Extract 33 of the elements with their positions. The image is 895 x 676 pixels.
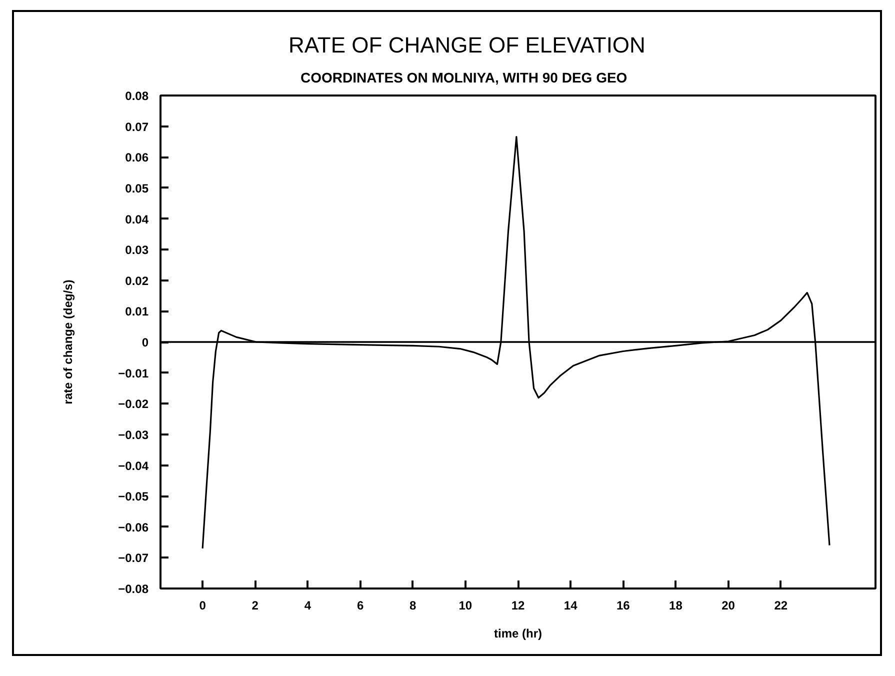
x-tick-label: 8 — [410, 598, 417, 612]
y-tick-label: −0.07 — [118, 551, 149, 566]
y-tick-label: 0.01 — [125, 304, 149, 319]
x-tick-label: 6 — [356, 598, 364, 612]
x-tick-label: 22 — [774, 598, 788, 612]
y-tick-label: −0.01 — [118, 366, 149, 380]
y-tick-label: 0.07 — [125, 120, 149, 134]
chart-subtitle: COORDINATES ON MOLNIYA, WITH 90 DEG GEO — [300, 70, 628, 86]
y-tick-label: −0.05 — [118, 490, 149, 504]
x-tick-label: 0 — [199, 598, 206, 612]
x-tick-label: 16 — [616, 598, 630, 612]
y-tick-label: −0.02 — [118, 397, 149, 412]
y-tick-label: −0.04 — [118, 458, 149, 473]
chart-title: RATE OF CHANGE OF ELEVATION — [288, 32, 646, 58]
y-tick-label: −0.03 — [118, 428, 149, 442]
y-tick-label: −0.06 — [118, 520, 149, 534]
x-tick-label: 20 — [722, 598, 736, 612]
x-tick-label: 4 — [304, 598, 312, 612]
y-tick-label: 0.08 — [125, 89, 149, 103]
x-tick-label: 2 — [252, 598, 259, 612]
x-tick-label: 10 — [458, 598, 472, 612]
y-tick-label: 0 — [142, 336, 149, 350]
y-tick-label: 0.03 — [125, 243, 149, 258]
x-tick-label: 18 — [669, 598, 683, 612]
y-tick-label: 0.06 — [125, 150, 149, 165]
x-axis-title: time (hr) — [494, 626, 542, 640]
y-tick-label: 0.04 — [125, 212, 149, 226]
y-tick-label: 0.05 — [125, 181, 149, 196]
x-tick-label: 12 — [511, 598, 525, 612]
y-tick-label: −0.08 — [118, 582, 149, 596]
x-tick-label: 14 — [564, 598, 578, 612]
y-axis-title: rate of change (deg/s) — [61, 280, 76, 404]
y-tick-label: 0.02 — [125, 274, 149, 288]
